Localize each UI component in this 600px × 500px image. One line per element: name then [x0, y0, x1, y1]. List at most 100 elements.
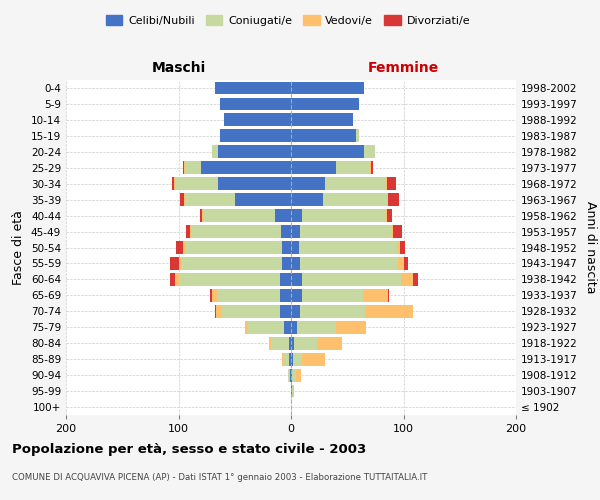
Legend: Celibi/Nubili, Coniugati/e, Vedovi/e, Divorziati/e: Celibi/Nubili, Coniugati/e, Vedovi/e, Di…	[101, 10, 475, 30]
Bar	[291, 289, 302, 302]
Bar	[183, 162, 184, 174]
Bar	[280, 289, 291, 302]
Bar	[245, 321, 248, 334]
Bar	[291, 305, 300, 318]
Bar	[269, 337, 271, 349]
Bar	[356, 130, 359, 142]
Bar	[185, 194, 235, 206]
Bar	[170, 273, 175, 286]
Bar	[295, 337, 317, 349]
Bar	[292, 384, 293, 398]
Bar	[290, 368, 291, 382]
Bar	[185, 162, 201, 174]
Bar	[325, 178, 386, 190]
Bar	[200, 209, 202, 222]
Bar	[289, 353, 291, 366]
Bar	[388, 289, 389, 302]
Bar	[191, 225, 281, 238]
Bar	[404, 257, 408, 270]
Text: Maschi: Maschi	[151, 61, 206, 75]
Bar	[176, 241, 183, 254]
Bar	[223, 114, 291, 126]
Bar	[184, 162, 185, 174]
Bar	[394, 225, 403, 238]
Bar	[280, 305, 291, 318]
Bar	[282, 353, 283, 366]
Bar	[291, 194, 323, 206]
Bar	[212, 289, 217, 302]
Bar	[215, 82, 291, 94]
Bar	[293, 384, 295, 398]
Bar	[185, 241, 282, 254]
Bar	[386, 194, 388, 206]
Bar	[289, 337, 291, 349]
Bar	[218, 146, 291, 158]
Bar	[291, 178, 325, 190]
Bar	[212, 146, 218, 158]
Bar	[302, 273, 401, 286]
Bar	[248, 321, 284, 334]
Bar	[280, 273, 291, 286]
Bar	[296, 321, 336, 334]
Bar	[291, 130, 356, 142]
Bar	[291, 257, 300, 270]
Bar	[413, 273, 418, 286]
Bar	[283, 353, 289, 366]
Bar	[392, 225, 394, 238]
Bar	[302, 353, 325, 366]
Bar	[293, 353, 302, 366]
Bar	[302, 209, 386, 222]
Bar	[365, 305, 413, 318]
Bar	[400, 241, 404, 254]
Bar	[183, 241, 185, 254]
Bar	[364, 146, 376, 158]
Bar	[284, 321, 291, 334]
Bar	[291, 241, 299, 254]
Bar	[398, 257, 404, 270]
Bar	[388, 194, 399, 206]
Y-axis label: Fasce di età: Fasce di età	[13, 210, 25, 285]
Bar	[181, 257, 282, 270]
Bar	[190, 225, 191, 238]
Bar	[220, 130, 291, 142]
Bar	[323, 194, 386, 206]
Bar	[170, 257, 179, 270]
Bar	[175, 273, 179, 286]
Bar	[202, 209, 203, 222]
Bar	[386, 178, 395, 190]
Bar	[300, 305, 365, 318]
Bar	[210, 289, 212, 302]
Bar	[179, 273, 280, 286]
Bar	[201, 162, 291, 174]
Bar	[179, 194, 184, 206]
Bar	[302, 289, 363, 302]
Bar	[292, 368, 296, 382]
Bar	[221, 305, 280, 318]
Bar	[291, 146, 364, 158]
Bar	[175, 178, 218, 190]
Bar	[291, 321, 296, 334]
Text: Femmine: Femmine	[368, 61, 439, 75]
Text: Popolazione per età, sesso e stato civile - 2003: Popolazione per età, sesso e stato civil…	[12, 442, 366, 456]
Bar	[300, 257, 398, 270]
Bar	[220, 98, 291, 110]
Bar	[296, 368, 301, 382]
Bar	[215, 305, 221, 318]
Bar	[370, 162, 371, 174]
Bar	[291, 384, 292, 398]
Bar	[287, 368, 290, 382]
Bar	[291, 225, 300, 238]
Bar	[281, 225, 291, 238]
Bar	[291, 82, 364, 94]
Bar	[203, 209, 275, 222]
Bar	[299, 241, 397, 254]
Bar	[291, 368, 292, 382]
Bar	[184, 194, 185, 206]
Bar	[291, 98, 359, 110]
Bar	[291, 353, 293, 366]
Bar	[174, 178, 175, 190]
Bar	[179, 257, 181, 270]
Bar	[336, 162, 370, 174]
Bar	[217, 289, 280, 302]
Bar	[271, 337, 289, 349]
